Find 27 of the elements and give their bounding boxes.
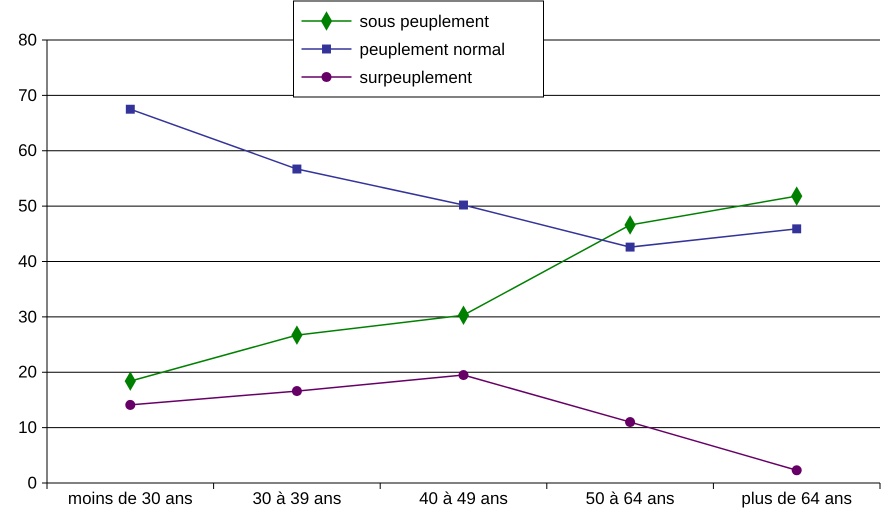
y-tick-label: 40 xyxy=(18,252,37,271)
point xyxy=(626,242,635,252)
y-tick-label: 30 xyxy=(18,307,37,326)
point xyxy=(792,224,802,234)
x-tick-label: 50 à 64 ans xyxy=(586,489,675,508)
point xyxy=(126,104,135,114)
y-tick-label: 50 xyxy=(18,196,37,216)
point xyxy=(292,164,302,174)
x-tick-label: plus de 64 ans xyxy=(741,489,852,508)
point xyxy=(125,400,136,410)
x-tick-label: 30 à 39 ans xyxy=(252,489,342,508)
x-tick-label: moins de 30 ans xyxy=(68,489,193,508)
point xyxy=(292,386,302,396)
legend-label: sous peuplement xyxy=(360,12,490,31)
point xyxy=(792,465,802,476)
y-tick-label: 80 xyxy=(18,30,37,50)
y-tick-label: 60 xyxy=(18,141,37,160)
y-tick-label: 10 xyxy=(18,418,37,438)
y-tick-label: 20 xyxy=(18,362,37,382)
legend-label: peuplement normal xyxy=(360,40,506,59)
y-tick-label: 70 xyxy=(18,86,37,105)
legend-label: surpeuplement xyxy=(360,68,472,87)
y-tick-label: 0 xyxy=(28,473,37,492)
x-tick-label: 40 à 49 ans xyxy=(419,489,508,508)
point xyxy=(625,417,636,428)
point xyxy=(458,370,469,380)
point xyxy=(459,200,468,210)
